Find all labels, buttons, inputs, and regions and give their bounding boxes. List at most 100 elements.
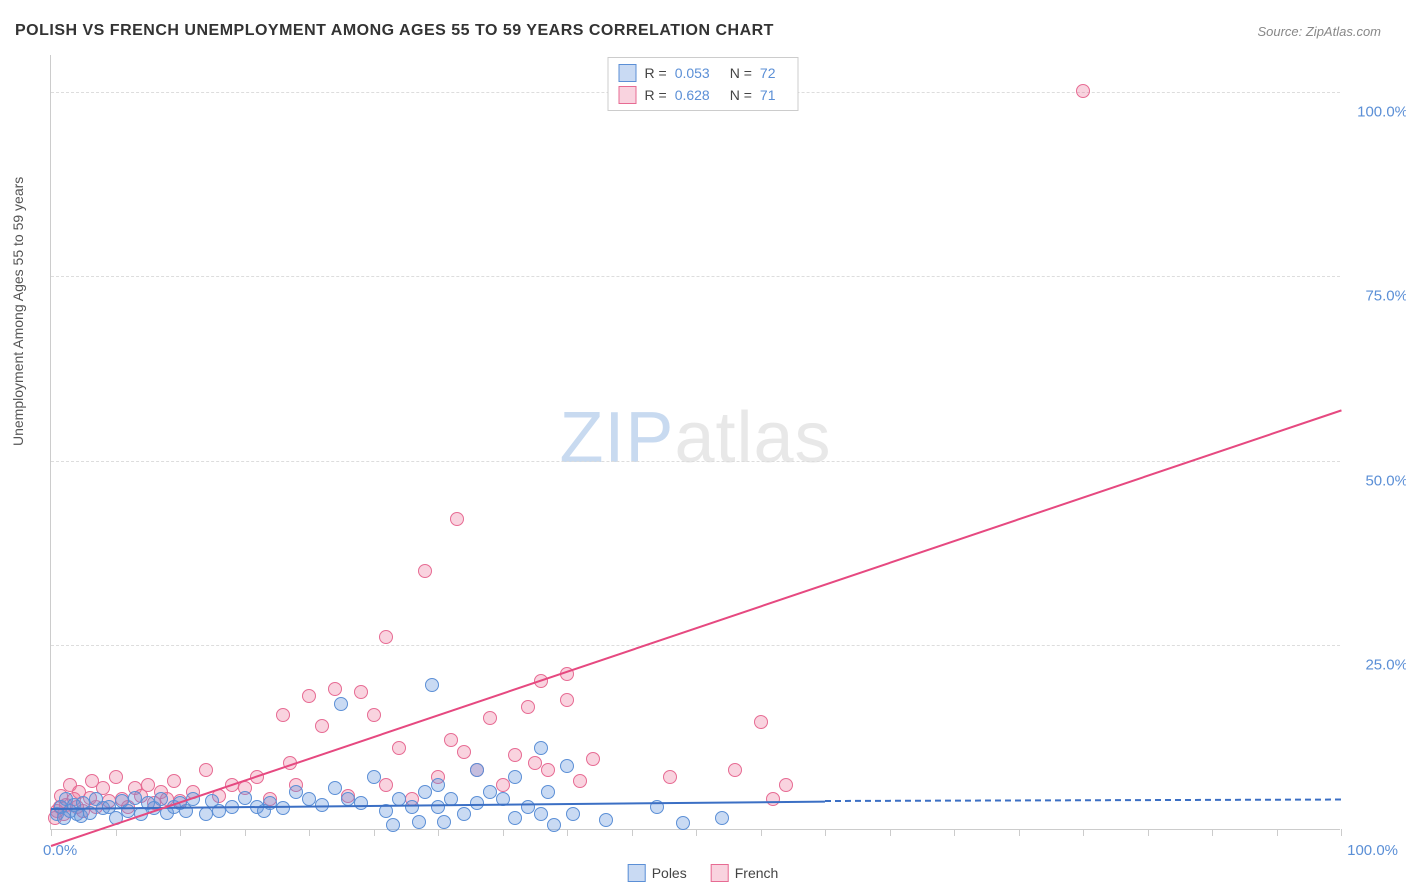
poles-point — [238, 791, 252, 805]
french-point — [663, 770, 677, 784]
poles-point — [289, 785, 303, 799]
french-point — [418, 564, 432, 578]
x-tick — [1148, 829, 1149, 836]
legend-stat-row-poles: R =0.053N =72 — [619, 62, 788, 84]
x-tick — [503, 829, 504, 836]
poles-point — [354, 796, 368, 810]
french-point — [779, 778, 793, 792]
french-point — [392, 741, 406, 755]
french-point — [560, 693, 574, 707]
poles-point — [334, 697, 348, 711]
x-tick-label-min: 0.0% — [43, 842, 77, 859]
x-tick — [1212, 829, 1213, 836]
x-tick — [1083, 829, 1084, 836]
poles-point — [154, 792, 168, 806]
chart-title: POLISH VS FRENCH UNEMPLOYMENT AMONG AGES… — [15, 22, 774, 40]
french-point — [379, 778, 393, 792]
legend-swatch-poles — [628, 864, 646, 882]
poles-point — [437, 815, 451, 829]
poles-point — [534, 807, 548, 821]
y-tick-label: 75.0% — [1348, 288, 1406, 305]
y-axis-title: Unemployment Among Ages 55 to 59 years — [10, 177, 26, 446]
x-tick — [245, 829, 246, 836]
poles-point — [128, 791, 142, 805]
x-tick-label-max: 100.0% — [1347, 842, 1398, 859]
x-tick — [825, 829, 826, 836]
french-point — [302, 689, 316, 703]
french-point — [367, 708, 381, 722]
poles-point — [418, 785, 432, 799]
french-trendline — [51, 409, 1342, 846]
x-tick — [761, 829, 762, 836]
r-value: 0.053 — [675, 65, 710, 81]
french-point — [521, 700, 535, 714]
french-point — [541, 763, 555, 777]
x-tick — [374, 829, 375, 836]
poles-trendline-dash — [825, 799, 1341, 802]
legend-label: Poles — [652, 865, 687, 881]
poles-point — [302, 792, 316, 806]
poles-point — [199, 807, 213, 821]
french-point — [354, 685, 368, 699]
legend-label: French — [735, 865, 779, 881]
x-tick — [632, 829, 633, 836]
poles-point — [599, 813, 613, 827]
x-tick — [954, 829, 955, 836]
legend-swatch-poles — [619, 64, 637, 82]
x-tick — [438, 829, 439, 836]
poles-point — [431, 800, 445, 814]
watermark-atlas: atlas — [674, 398, 831, 478]
poles-point — [560, 759, 574, 773]
poles-point — [566, 807, 580, 821]
x-tick — [890, 829, 891, 836]
n-label: N = — [730, 87, 752, 103]
french-point — [444, 733, 458, 747]
poles-point — [534, 741, 548, 755]
poles-point — [386, 818, 400, 832]
x-tick — [180, 829, 181, 836]
watermark: ZIPatlas — [559, 397, 831, 479]
poles-point — [367, 770, 381, 784]
poles-point — [508, 770, 522, 784]
y-tick-label: 50.0% — [1348, 472, 1406, 489]
gridline — [51, 645, 1340, 646]
poles-point — [470, 763, 484, 777]
x-tick — [1019, 829, 1020, 836]
french-point — [496, 778, 510, 792]
poles-point — [276, 801, 290, 815]
poles-point — [425, 678, 439, 692]
legend-series-poles: Poles — [628, 864, 687, 882]
legend-swatch-french — [711, 864, 729, 882]
poles-point — [121, 804, 135, 818]
french-point — [109, 770, 123, 784]
r-value: 0.628 — [675, 87, 710, 103]
x-tick — [309, 829, 310, 836]
french-point — [450, 512, 464, 526]
french-point — [141, 778, 155, 792]
r-label: R = — [645, 65, 667, 81]
x-tick — [51, 829, 52, 836]
french-point — [766, 792, 780, 806]
french-point — [483, 711, 497, 725]
x-tick — [1341, 829, 1342, 836]
french-point — [728, 763, 742, 777]
source-attribution: Source: ZipAtlas.com — [1257, 24, 1381, 39]
x-tick — [567, 829, 568, 836]
poles-point — [431, 778, 445, 792]
poles-point — [521, 800, 535, 814]
french-point — [167, 774, 181, 788]
gridline — [51, 276, 1340, 277]
french-point — [573, 774, 587, 788]
french-point — [457, 745, 471, 759]
gridline — [51, 461, 1340, 462]
poles-point — [412, 815, 426, 829]
french-point — [754, 715, 768, 729]
x-tick — [1277, 829, 1278, 836]
french-point — [586, 752, 600, 766]
poles-point — [483, 785, 497, 799]
plot-area: ZIPatlas 25.0%50.0%75.0%100.0%0.0%100.0% — [50, 55, 1340, 830]
french-point — [379, 630, 393, 644]
french-point — [276, 708, 290, 722]
legend-series: Poles French — [628, 864, 779, 882]
r-label: R = — [645, 87, 667, 103]
